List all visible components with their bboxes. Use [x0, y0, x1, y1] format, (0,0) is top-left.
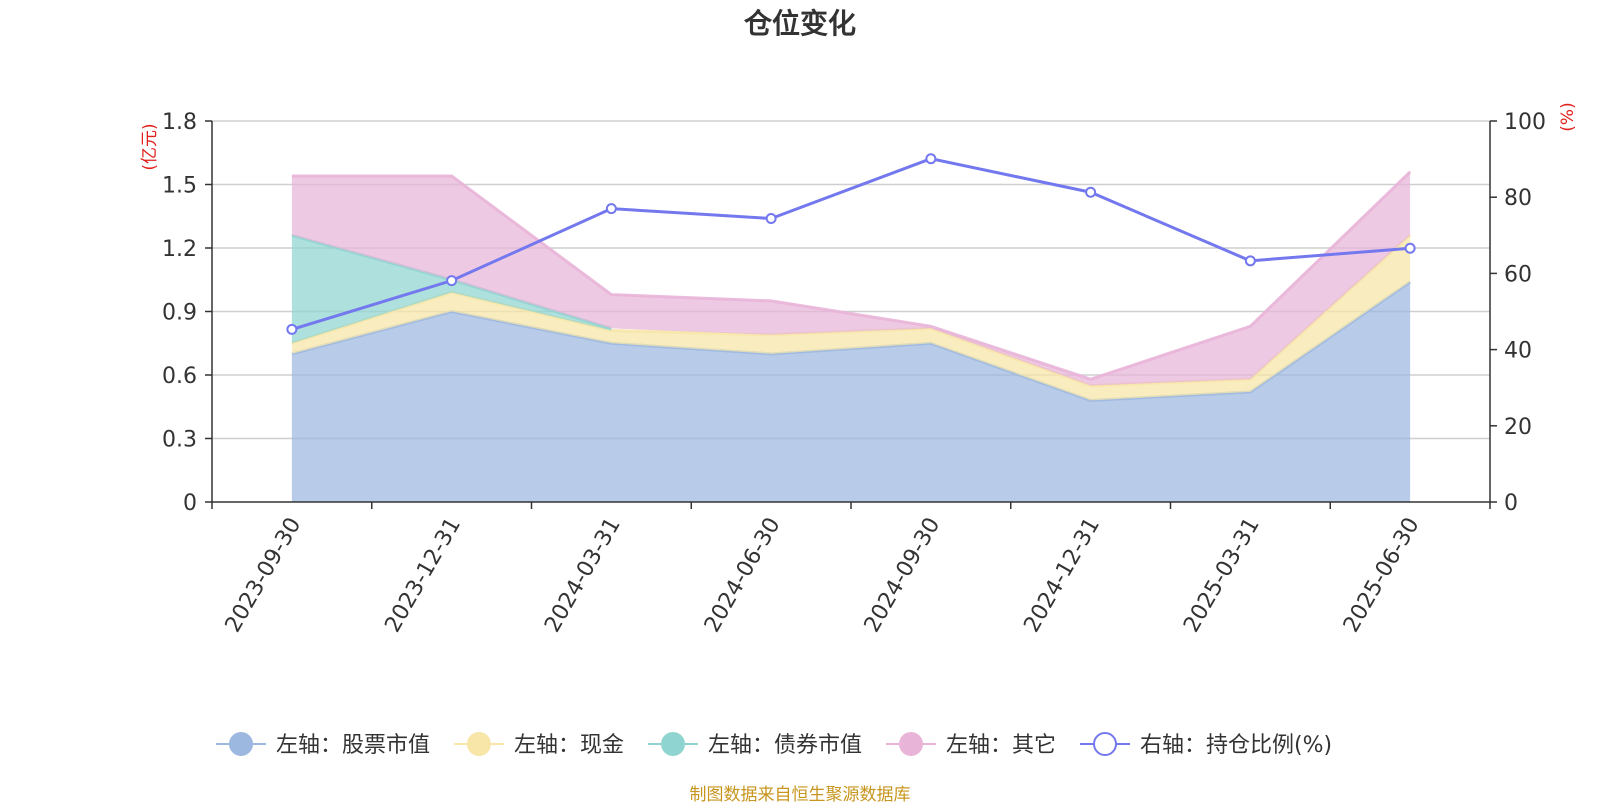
right-axis-tick-label: 80 [1504, 186, 1532, 211]
legend-label: 左轴：现金 [514, 733, 624, 758]
right-axis-tick-label: 40 [1504, 339, 1532, 364]
ratio-point [446, 275, 458, 287]
ratio-point [286, 323, 298, 335]
ratio-point [1085, 186, 1097, 198]
legend-label: 左轴：其它 [946, 733, 1056, 758]
chart-title: 仓位变化 [743, 7, 856, 40]
legend-marker [229, 732, 253, 756]
right-axis-tick-label: 0 [1504, 491, 1518, 516]
left-axis-tick-label: 1.8 [162, 110, 197, 135]
ratio-point [1404, 242, 1416, 254]
legend-marker [467, 732, 491, 756]
x-axis-tick-label: 2025-06-30 [1339, 514, 1425, 637]
ratio-point [605, 203, 617, 215]
ratio-point [765, 213, 777, 225]
right-axis-tick-label: 100 [1504, 110, 1546, 135]
x-axis-tick-label: 2024-12-31 [1019, 514, 1105, 637]
left-axis-tick-label: 1.2 [162, 237, 197, 262]
left-axis-tick-label: 0.3 [162, 428, 197, 453]
legend-marker [899, 732, 923, 756]
legend-item: 左轴：股票市值 [216, 732, 430, 758]
left-axis-tick-label: 0.6 [162, 364, 197, 389]
legend-label: 左轴：股票市值 [276, 733, 430, 758]
area-edge-左轴：其它 [291, 170, 1412, 381]
x-axis-tick-label: 2024-06-30 [700, 514, 786, 637]
area-左轴：股票市值 [291, 281, 1411, 502]
right-axis-tick-label: 20 [1504, 415, 1532, 440]
left-axis-tick-label: 0.9 [162, 301, 197, 326]
area-左轴：债券市值 [291, 235, 612, 344]
legend-label: 右轴：持仓比例(%) [1140, 733, 1332, 758]
legend: 左轴：股票市值 左轴：现金 左轴：债券市值 左轴：其它 右轴：持仓比例(%) [216, 732, 1332, 758]
ratio-line [291, 157, 1411, 331]
legend-item: 左轴：现金 [454, 732, 624, 758]
area-series [291, 170, 1412, 502]
line-series [286, 153, 1416, 335]
legend-marker [1093, 732, 1117, 756]
x-axis-tick-label: 2024-09-30 [860, 514, 946, 637]
right-axis-unit-label: (%) [1558, 102, 1578, 131]
legend-marker [661, 732, 685, 756]
left-axis-unit-label: (亿元) [140, 123, 160, 170]
area-左轴：其它 [291, 171, 1411, 386]
ratio-point [925, 153, 937, 165]
source-note: 制图数据来自恒生聚源数据库 [689, 785, 911, 805]
left-axis-tick-label: 1.5 [162, 174, 197, 199]
legend-item: 左轴：债券市值 [648, 732, 862, 758]
x-axis-tick-label: 2025-03-31 [1179, 514, 1265, 637]
legend-item: 左轴：其它 [886, 732, 1056, 758]
legend-item: 右轴：持仓比例(%) [1080, 732, 1332, 758]
ratio-point [1244, 255, 1256, 267]
x-axis-tick-label: 2023-09-30 [221, 514, 307, 637]
legend-label: 左轴：债券市值 [708, 733, 862, 758]
right-axis-tick-label: 60 [1504, 262, 1532, 287]
left-axis-tick-label: 0 [183, 491, 197, 516]
area-左轴：现金 [291, 235, 1411, 401]
x-axis-tick-label: 2023-12-31 [380, 514, 466, 637]
x-axis-tick-label: 2024-03-31 [540, 514, 626, 637]
